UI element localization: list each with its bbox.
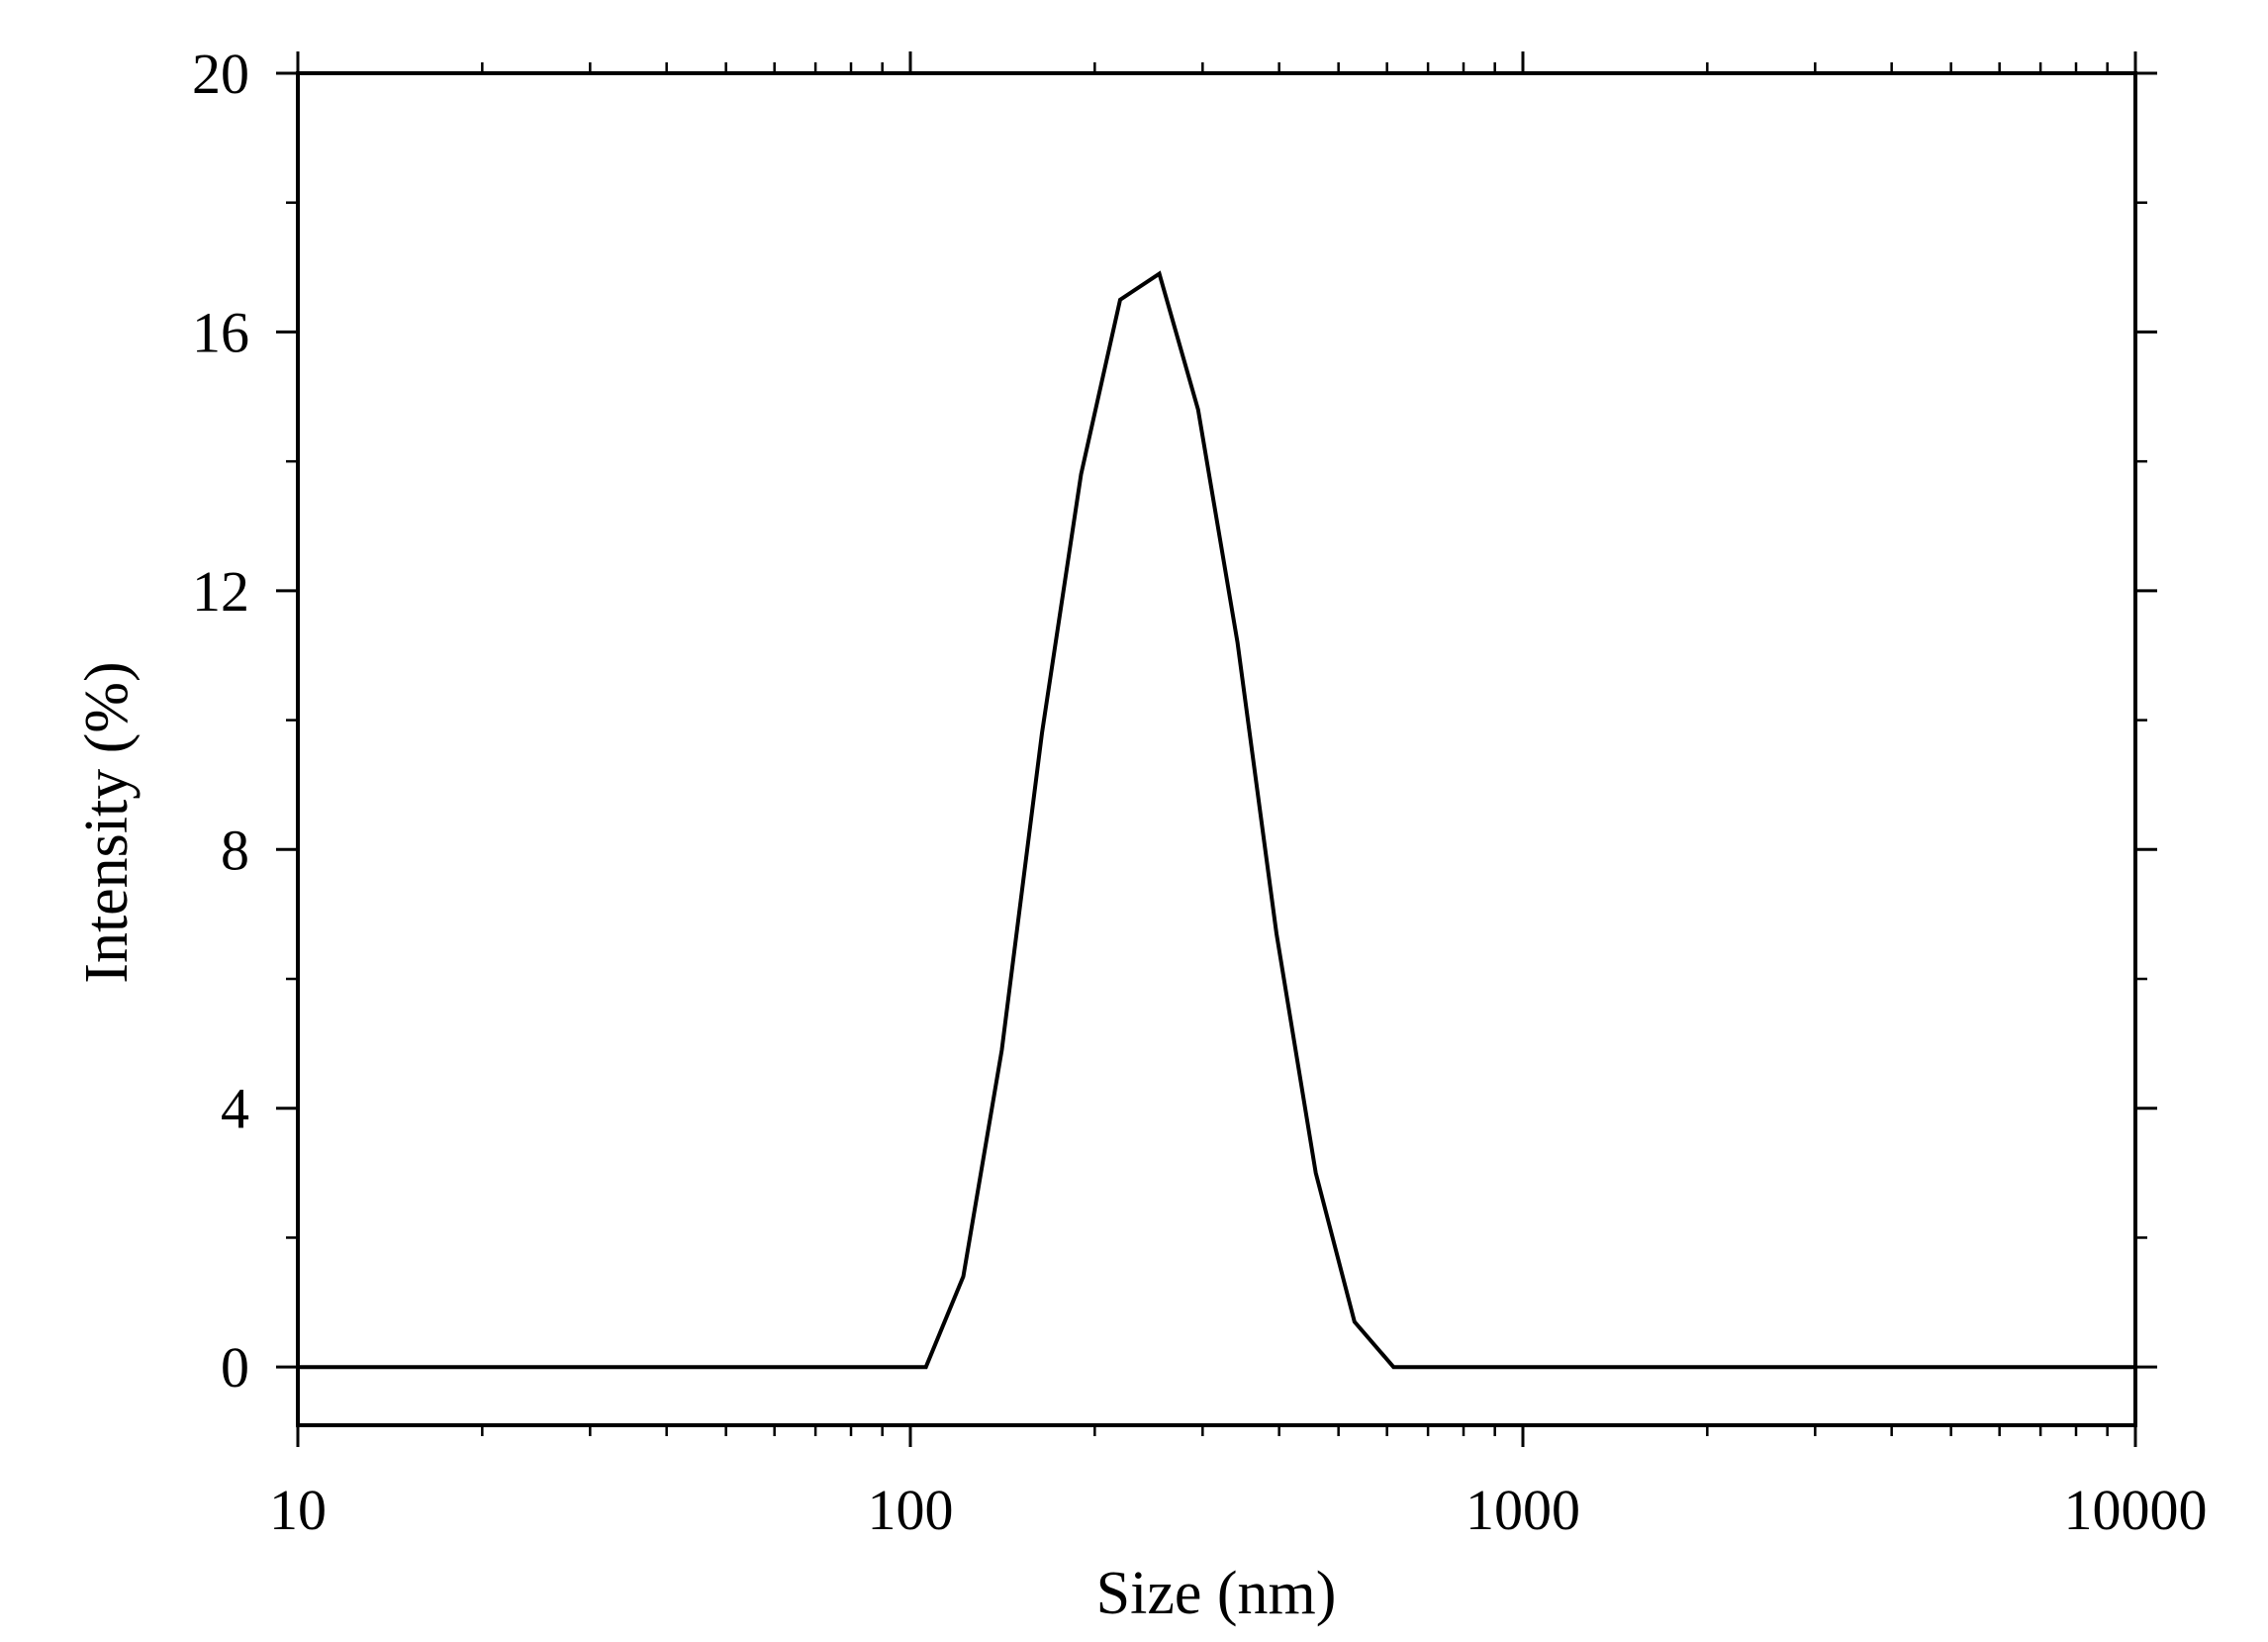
y-axis-ticks: 0 4 8 12 16 20 (192, 42, 2157, 1400)
y-tick-label: 4 (221, 1077, 249, 1141)
y-tick-label: 20 (192, 42, 249, 106)
plot-area (298, 270, 2135, 1370)
y-tick-label: 16 (192, 300, 249, 364)
x-axis-ticks: 10 100 1000 10000 (269, 51, 2208, 1542)
x-tick-label: 1000 (1465, 1478, 1580, 1542)
x-tick-label: 10000 (2064, 1478, 2208, 1542)
y-tick-label: 0 (221, 1335, 249, 1400)
y-axis-title: Intensity (%) (73, 661, 141, 983)
x-tick-label: 100 (868, 1478, 954, 1542)
intensity-distribution-line (298, 270, 2135, 1370)
plot-frame (296, 71, 2137, 1427)
x-tick-label: 10 (269, 1478, 327, 1542)
y-tick-label: 8 (221, 818, 249, 882)
y-tick-label: 12 (192, 559, 249, 624)
x-axis-title: Size (nm) (1096, 1560, 1337, 1627)
